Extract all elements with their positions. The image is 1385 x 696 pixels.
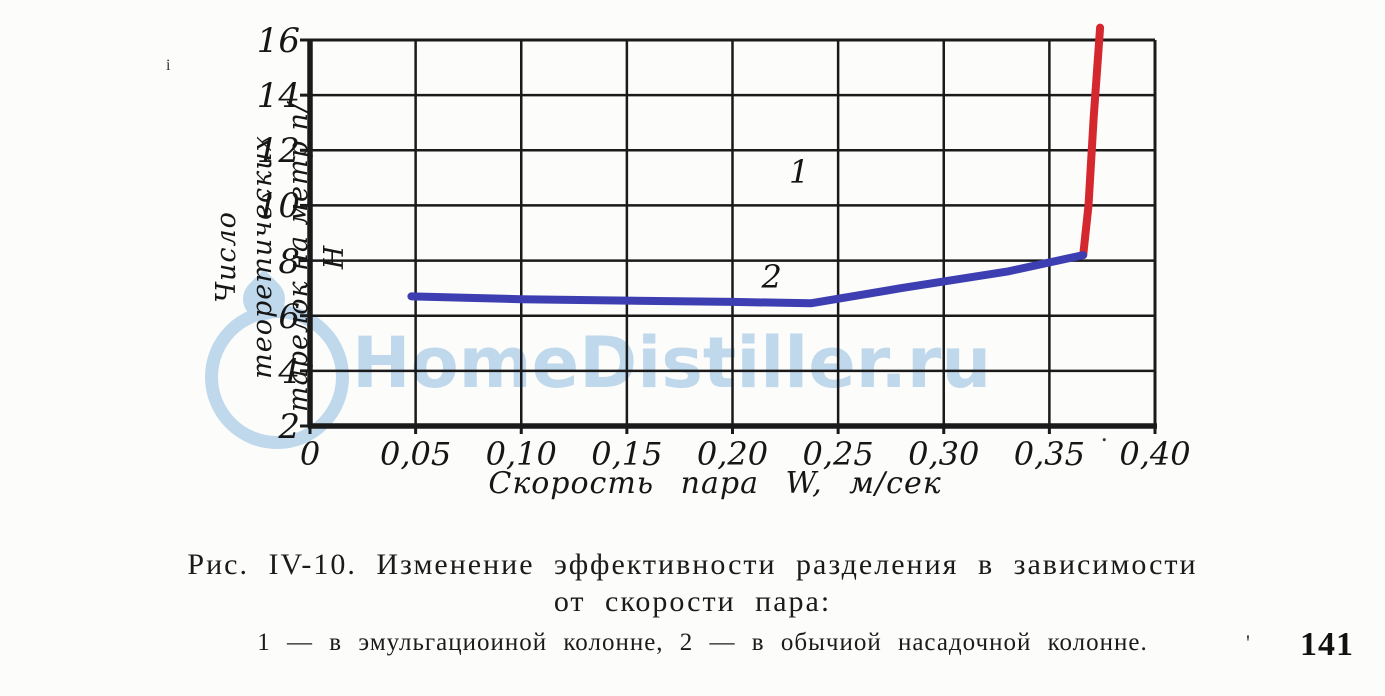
plot-area: 1 2 bbox=[300, 23, 1157, 434]
y-tick-label: 2 bbox=[278, 407, 300, 447]
x-tick-label: 0,35 bbox=[1013, 435, 1085, 473]
y-tick-label: 6 bbox=[278, 296, 300, 337]
x-axis-title: Скорость пара W, м/сек bbox=[488, 466, 942, 501]
x-tick-label: 0,15 bbox=[591, 435, 663, 473]
y-tick-label: 16 bbox=[256, 21, 300, 61]
page-number: 141 bbox=[1300, 626, 1354, 663]
curve-label-2: 2 bbox=[761, 258, 782, 297]
x-tick-label: 0,30 bbox=[908, 435, 980, 473]
x-tick-label: 0 bbox=[299, 435, 321, 473]
scan-artifact: . bbox=[1101, 418, 1108, 447]
watermark-text: HomeDistiller.ru bbox=[352, 322, 992, 404]
x-tick-label: 0,05 bbox=[380, 435, 452, 473]
figure-legend: 1 — в эмульгациоиной колонне, 2 — в обыч… bbox=[257, 629, 1148, 656]
y-tick-label: 14 bbox=[256, 76, 300, 117]
x-tick-label: 0,20 bbox=[696, 435, 769, 473]
figure-caption-line2: от скорости пара: bbox=[553, 585, 832, 618]
x-tick-label: 0,40 bbox=[1119, 435, 1191, 473]
figure-caption-line1: Рис. IV-10. Изменение эффективности разд… bbox=[187, 548, 1198, 581]
curve-label-1: 1 bbox=[788, 153, 810, 192]
x-tick-label: 0,10 bbox=[485, 435, 557, 473]
curve-1 bbox=[1079, 23, 1105, 260]
scan-artifact: i bbox=[166, 57, 171, 74]
y-tick-label: 12 bbox=[256, 131, 300, 172]
y-tick-label: 10 bbox=[256, 186, 300, 227]
y-tick-label: 4 bbox=[278, 351, 300, 392]
scan-artifact: ' bbox=[1246, 630, 1250, 655]
curve-2 bbox=[407, 251, 1088, 308]
chart-canvas bbox=[300, 23, 1157, 434]
x-tick-label: 0,25 bbox=[802, 435, 874, 473]
y-tick-label: 8 bbox=[278, 241, 300, 282]
